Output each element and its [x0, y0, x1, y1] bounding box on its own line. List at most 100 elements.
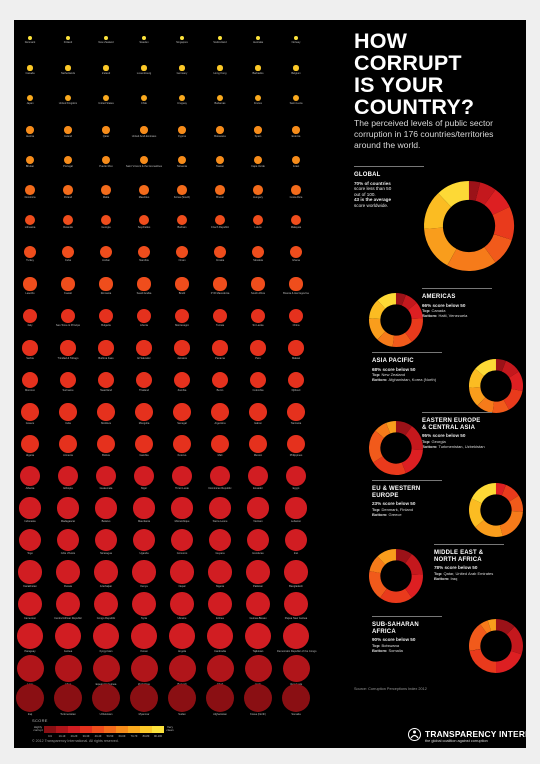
country-dot	[57, 497, 79, 519]
country-dot	[285, 497, 307, 519]
country-dot	[216, 94, 224, 102]
country-label: Mongolia	[138, 421, 150, 425]
country-label: Ireland	[64, 134, 72, 138]
country-cell: Syria	[125, 591, 163, 621]
country-label: Malawi	[291, 356, 301, 360]
country-dot	[208, 528, 232, 552]
country-label: Suriname	[62, 389, 74, 393]
country-label: Djibouti	[291, 389, 301, 393]
country-label: Portugal	[63, 165, 73, 169]
country-label: Montenegro	[175, 324, 189, 328]
donut-slice	[404, 574, 423, 598]
country-cell: Slovenia	[163, 155, 201, 168]
country-label: Indonesia	[24, 519, 36, 523]
country-dot	[169, 623, 195, 649]
region-top: Top: Qatar, United Arab Emirates	[434, 570, 494, 576]
country-cell: Somalia	[277, 683, 315, 716]
country-label: Democratic Republic of the Congo	[277, 649, 317, 653]
country-label: Switzerland	[213, 41, 227, 44]
country-cell: Democratic Republic of the Congo	[277, 623, 317, 653]
country-cell: Guinea	[49, 623, 87, 653]
legend-swatch	[152, 726, 164, 733]
country-label: Algeria	[25, 454, 35, 458]
country-dot	[209, 465, 231, 487]
country-dot	[291, 155, 301, 165]
country-dot	[98, 340, 114, 356]
legend-swatch	[128, 726, 140, 733]
country-cell: United States	[87, 94, 125, 105]
ti-logo-name: TRANSPARENCY INTERNATIONAL	[425, 729, 526, 739]
country-label: Vietnam	[253, 519, 263, 523]
country-dot	[100, 214, 112, 226]
country-dot	[255, 65, 261, 71]
country-cell: Central African Republic	[49, 591, 87, 620]
country-label: Pakistan	[253, 584, 263, 588]
country-label: Sierra Leone	[212, 519, 228, 523]
country-cell: Congo Republic	[87, 591, 125, 620]
country-label: Tanzania	[290, 421, 302, 425]
country-dot	[169, 591, 195, 617]
country-dot	[136, 340, 152, 356]
country-cell: Bahrain	[163, 214, 201, 229]
country-dot	[99, 245, 113, 259]
country-label: Iraq	[27, 713, 33, 717]
region-info: AMERICAS 66% score below 50 Top: Canada Bot…	[422, 294, 494, 318]
country-label: Guinea-Bissau	[249, 617, 267, 621]
country-dot	[243, 683, 273, 713]
country-cell: Russia	[49, 560, 87, 588]
country-label: Afghanistan	[213, 713, 227, 717]
country-cell: Sierra Leone	[201, 497, 239, 523]
region-bottom: Bottom: Somalia	[372, 647, 403, 653]
country-dot	[286, 434, 306, 454]
country-cell: Gambia	[125, 434, 163, 457]
legend-tick: 0-9	[48, 735, 52, 738]
region-divider	[372, 480, 442, 481]
country-dot	[215, 155, 225, 165]
region-stat-line: 70% of countries	[354, 180, 391, 186]
country-label: Spain	[254, 134, 262, 138]
country-dot	[25, 185, 35, 195]
country-cell: Croatia	[201, 245, 239, 263]
legend-tick: 60-69	[118, 735, 126, 738]
country-dot	[214, 214, 226, 226]
country-label: Croatia	[215, 259, 225, 263]
ti-logo-icon	[408, 728, 421, 741]
country-cell: United Kingdom	[49, 94, 87, 105]
country-label: Malta	[102, 195, 110, 199]
country-dot	[102, 126, 110, 134]
country-label: Mexico	[253, 454, 263, 458]
country-label: Brazil	[178, 291, 186, 295]
country-label: Denmark	[24, 41, 36, 44]
country-label: Syria	[141, 617, 147, 621]
country-dot	[211, 371, 229, 389]
country-dot	[19, 497, 41, 519]
country-label: Kyrgyzstan	[99, 649, 113, 653]
country-cell: Uganda	[125, 528, 163, 555]
country-dot	[167, 683, 197, 713]
country-cell: Argentina	[201, 403, 239, 425]
country-label: Korea (North)	[250, 713, 266, 717]
region-stat: 95% score below 50	[422, 433, 494, 439]
country-cell: Côte d'Ivoire	[49, 528, 87, 555]
region-top: Top: Georgia	[422, 438, 446, 444]
country-dot	[28, 36, 32, 40]
country-dot	[248, 434, 268, 454]
country-cell: Dominican Republic	[201, 465, 239, 490]
region-divider	[422, 412, 492, 413]
donut-slice	[438, 181, 470, 208]
country-cell: Lithuania	[14, 214, 49, 229]
legend-high-label: Very clean	[166, 725, 174, 733]
country-cell: Kosovo	[163, 434, 201, 457]
country-cell: Senegal	[163, 403, 201, 425]
country-label: Armenia	[63, 454, 73, 458]
country-label: Seychelles	[137, 226, 151, 230]
country-cell: Saint Lucia	[277, 94, 315, 105]
country-dot	[171, 497, 193, 519]
country-label: Bulgaria	[101, 324, 111, 328]
country-label: Trinidad & Tobago	[57, 356, 79, 360]
country-label: Bhutan	[25, 165, 35, 169]
country-dot	[138, 214, 150, 226]
country-dot	[65, 65, 71, 71]
region-name: & CENTRAL ASIA	[422, 424, 476, 431]
country-label: Timor-Leste	[175, 487, 189, 491]
